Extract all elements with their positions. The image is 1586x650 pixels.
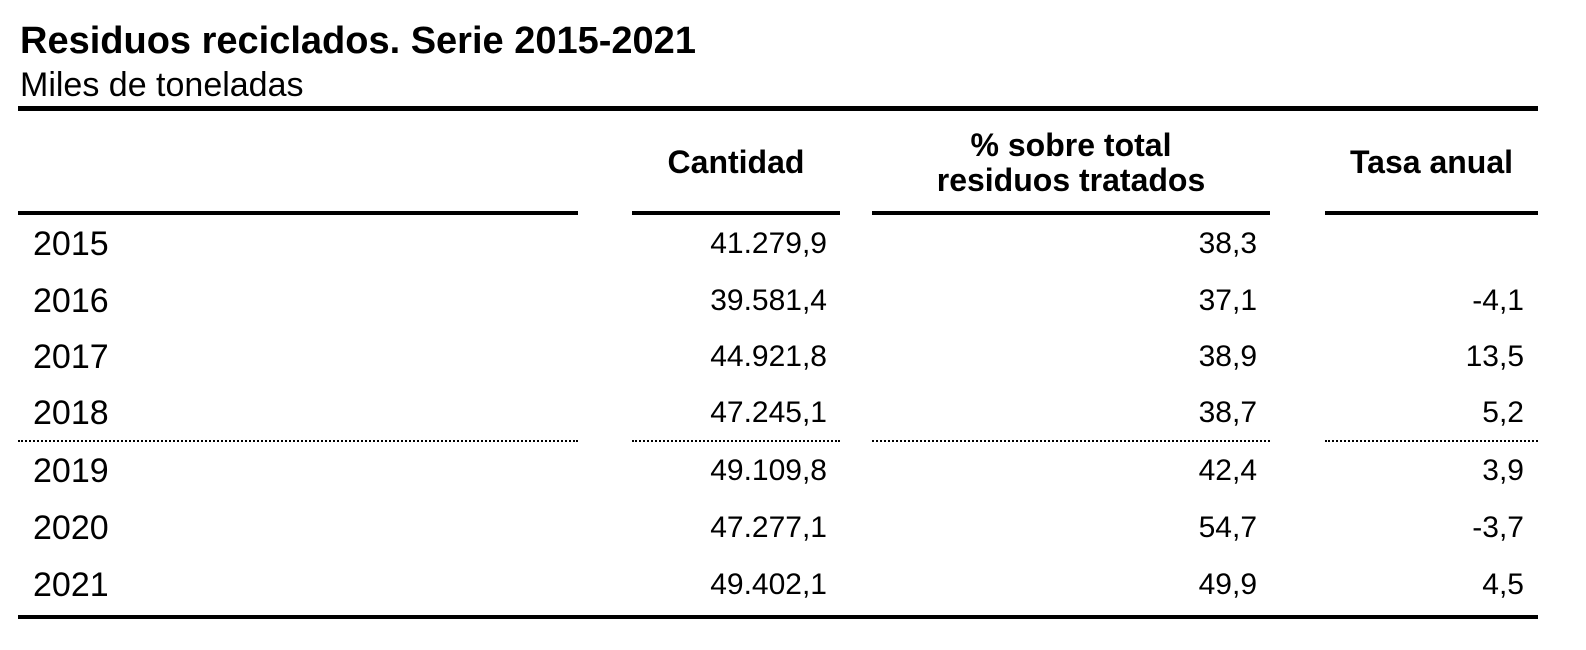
top-rule xyxy=(18,106,1538,111)
cantidad: 44.921,8 xyxy=(710,340,827,373)
header-rule xyxy=(632,211,840,215)
tasa-anual: 4,5 xyxy=(1482,568,1524,601)
cantidad: 47.245,1 xyxy=(710,396,827,429)
column-header: Cantidad xyxy=(667,144,805,181)
year: 2020 xyxy=(33,509,109,547)
cantidad: 49.402,1 xyxy=(710,568,827,601)
tasa-anual: -3,7 xyxy=(1472,511,1524,544)
porcentaje: 38,9 xyxy=(1198,340,1257,373)
year: 2015 xyxy=(33,225,109,263)
header-rule xyxy=(1325,211,1538,215)
cantidad: 39.581,4 xyxy=(710,284,827,317)
porcentaje: 38,3 xyxy=(1198,227,1257,260)
porcentaje: 49,9 xyxy=(1198,568,1257,601)
separator xyxy=(872,440,1270,442)
separator xyxy=(18,440,578,442)
year: 2019 xyxy=(33,452,109,490)
tasa-anual: 13,5 xyxy=(1465,340,1524,373)
year: 2018 xyxy=(33,394,109,432)
separator xyxy=(632,440,840,442)
bottom-rule xyxy=(18,615,1538,619)
year: 2021 xyxy=(33,566,109,604)
year: 2017 xyxy=(33,338,109,376)
separator xyxy=(1325,440,1538,442)
cantidad: 47.277,1 xyxy=(710,511,827,544)
header-rule xyxy=(18,211,578,215)
cantidad: 41.279,9 xyxy=(710,227,827,260)
column-header: % sobre total residuos tratados xyxy=(936,126,1206,198)
porcentaje: 37,1 xyxy=(1198,284,1257,317)
porcentaje: 54,7 xyxy=(1198,511,1257,544)
subtitle: Miles de toneladas xyxy=(20,66,304,104)
year: 2016 xyxy=(33,282,109,320)
header-rule xyxy=(872,211,1270,215)
tasa-anual: 5,2 xyxy=(1482,396,1524,429)
tasa-anual: 3,9 xyxy=(1482,454,1524,487)
title: Residuos reciclados. Serie 2015-2021 xyxy=(20,20,696,62)
cantidad: 49.109,8 xyxy=(710,454,827,487)
tasa-anual: -4,1 xyxy=(1472,284,1524,317)
porcentaje: 42,4 xyxy=(1198,454,1257,487)
column-header: Tasa anual xyxy=(1349,144,1514,181)
porcentaje: 38,7 xyxy=(1198,396,1257,429)
